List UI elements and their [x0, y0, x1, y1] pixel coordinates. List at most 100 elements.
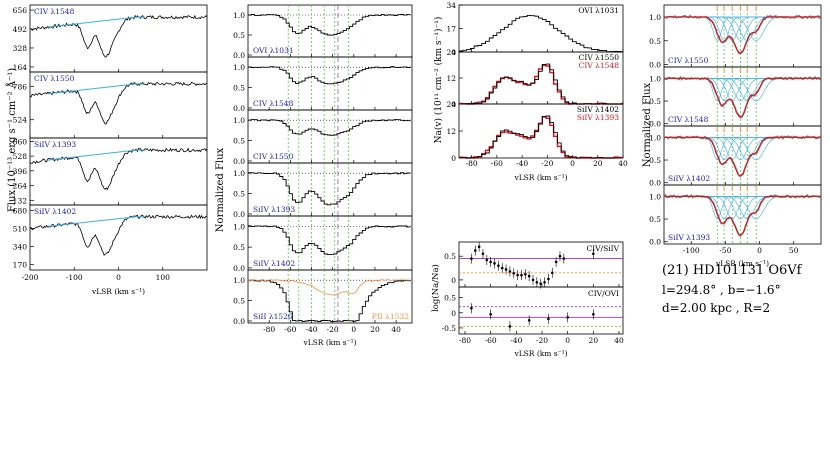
- x-tick-label: -80: [459, 336, 471, 345]
- ratio-point: [562, 257, 566, 260]
- caption-star: (21) HD101131 O6Vf: [662, 263, 802, 278]
- line-label: SiIV λ1402: [34, 207, 76, 216]
- line-label: CIV λ1550: [579, 53, 620, 62]
- x-tick-label: -200: [22, 273, 39, 282]
- continuum-fit: [47, 16, 146, 28]
- line-label: CIV λ1548: [668, 115, 709, 124]
- line-label: OVI λ1031: [253, 46, 294, 55]
- y-tick-label: -0.5: [442, 324, 457, 333]
- component-profile: [664, 196, 820, 220]
- continuum-fit: [47, 83, 146, 95]
- y-tick-label: 0.0: [649, 61, 661, 70]
- ratio-point: [527, 274, 531, 278]
- component-profile: [664, 137, 820, 161]
- y-tick-label: 132: [13, 196, 28, 205]
- line-label: CIV λ1550: [668, 56, 709, 65]
- ratio-point: [500, 266, 504, 270]
- x-tick-label: 20: [589, 336, 599, 345]
- x-axis-label: vLSR (km s⁻¹): [715, 259, 769, 268]
- y-tick-label: 0.0: [233, 264, 245, 273]
- ratio-point: [535, 280, 539, 284]
- line-label: SiIV λ1393: [577, 113, 619, 122]
- ratio-point: [485, 258, 489, 262]
- y-tick-label: 492: [13, 25, 28, 34]
- model-fit: [664, 16, 821, 55]
- y-tick-label: 1.0: [649, 13, 661, 22]
- x-tick-label: 0: [565, 336, 570, 345]
- ratio-point: [508, 270, 512, 273]
- line-label: SiII λ1526: [253, 312, 293, 321]
- y-tick-label: 0.0: [649, 179, 661, 188]
- x-axis-label: vLSR (km s⁻¹): [302, 338, 356, 347]
- ratio-point: [566, 316, 569, 319]
- x-tick-label: 20: [593, 159, 603, 168]
- normalized-spectrum: [248, 172, 411, 206]
- x-tick-label: 0: [570, 159, 575, 168]
- y-tick-label: 656: [13, 6, 28, 15]
- line-label: CIV λ1548: [253, 99, 294, 108]
- ratio-point: [524, 272, 527, 276]
- ratio-point: [470, 306, 473, 310]
- ratio-point: [516, 273, 519, 277]
- y-tick-label: 0.5: [233, 84, 245, 93]
- pii-spectrum: [247, 279, 410, 296]
- x-tick-label: -40: [305, 325, 317, 334]
- ratio-point: [508, 325, 512, 328]
- y-tick-label: 328: [13, 44, 28, 53]
- y-tick-label: 1.0: [649, 133, 661, 142]
- x-tick-label: 50: [789, 246, 799, 255]
- x-tick-label: 0: [116, 273, 121, 282]
- x-tick-label: -100: [683, 246, 700, 255]
- ratio-point: [547, 317, 550, 321]
- line-label: SiIV λ1393: [34, 140, 76, 149]
- nav-profile-strong: [459, 116, 623, 159]
- y-tick-label: 1.0: [649, 192, 661, 201]
- x-tick-label: 100: [156, 273, 171, 282]
- fit-panel-frame: [663, 184, 822, 245]
- x-tick-label: -20: [541, 159, 553, 168]
- y-tick-label: 34: [446, 1, 456, 10]
- y-axis-label: Normalized Flux: [215, 147, 226, 232]
- y-tick-label: 0.5: [649, 156, 661, 165]
- y-tick-label: 24: [446, 48, 456, 57]
- y-tick-label: 0.5: [444, 294, 456, 303]
- y-tick-label: 0.5: [233, 243, 245, 252]
- y-tick-label: 0.5: [649, 215, 661, 224]
- normalized-spectrum: [248, 225, 411, 255]
- line-label: SiIV λ1393: [253, 205, 295, 214]
- x-tick-label: -60: [485, 336, 497, 345]
- ratio-point: [592, 252, 595, 256]
- x-tick-label: -80: [263, 325, 275, 334]
- y-tick-label: 0.0: [233, 157, 245, 166]
- line-label: SiIV λ1393: [668, 233, 710, 242]
- y-tick-label: 0.5: [649, 97, 661, 106]
- x-axis-label: vLSR (km s⁻¹): [91, 287, 145, 296]
- x-tick-label: -60: [491, 159, 503, 168]
- model-fit: [664, 77, 821, 118]
- ratio-point: [539, 282, 543, 285]
- y-tick-label: 0.5: [233, 190, 245, 199]
- nav-profile: [459, 14, 623, 53]
- x-tick-label: 40: [618, 159, 628, 168]
- y-axis-label: log(Na/Na): [430, 264, 441, 312]
- ratio-point: [477, 245, 481, 249]
- ratio-point: [493, 262, 496, 265]
- ratio-point: [554, 260, 558, 264]
- norm-panel-frame: [247, 269, 413, 324]
- y-axis-label: Flux (10⁻¹³ erg s⁻¹ cm⁻² Å⁻¹): [6, 68, 18, 212]
- flux-spectrum: [29, 81, 208, 125]
- x-tick-label: -80: [466, 159, 478, 168]
- x-tick-label: -40: [516, 159, 528, 168]
- line-label: SiIV λ1402: [253, 259, 295, 268]
- y-tick-label: 1.0: [233, 116, 245, 125]
- y-tick-label: 528: [13, 152, 28, 161]
- caption-coords: l=294.8° , b=−1.6°: [662, 283, 781, 297]
- ratio-point: [520, 273, 523, 277]
- x-tick-label: 20: [370, 325, 380, 334]
- continuum-fit: [47, 149, 146, 161]
- y-tick-label: 0.0: [233, 51, 245, 60]
- y-tick-label: 340: [13, 243, 28, 252]
- x-tick-label: -50: [719, 246, 731, 255]
- y-tick-label: 510: [13, 224, 28, 233]
- caption-distance: d=2.00 kpc , R=2: [662, 301, 771, 315]
